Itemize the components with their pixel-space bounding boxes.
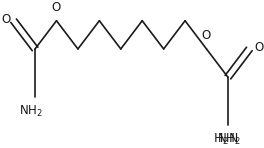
Text: H$_2$N: H$_2$N <box>213 132 238 147</box>
Text: NH$_2$: NH$_2$ <box>217 132 241 147</box>
Text: O: O <box>202 29 211 42</box>
Text: NH$_2$: NH$_2$ <box>19 104 43 119</box>
Text: O: O <box>52 1 61 14</box>
Text: O: O <box>254 41 263 54</box>
Text: O: O <box>1 13 10 26</box>
